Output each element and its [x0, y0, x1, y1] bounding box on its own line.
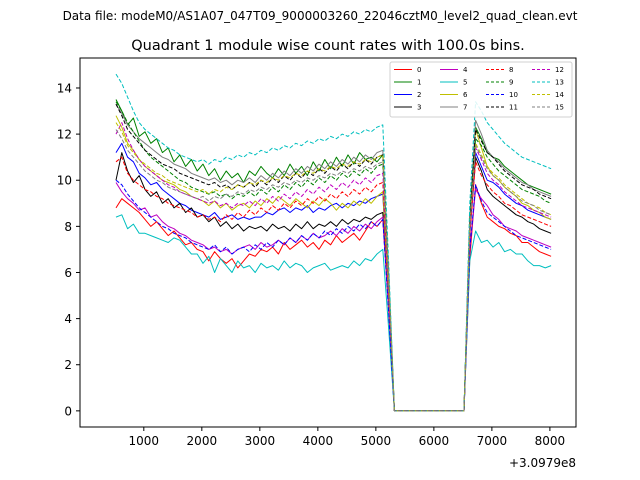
legend-label-2: 2 — [417, 91, 421, 99]
legend-label-3: 3 — [417, 104, 421, 112]
legend-label-5: 5 — [463, 79, 467, 87]
legend-label-6: 6 — [463, 91, 468, 99]
axes-frame — [79, 57, 577, 428]
legend-label-11: 11 — [509, 104, 518, 112]
x-tick-label: 2000 — [187, 434, 218, 448]
suptitle: Data file: modeM0/AS1A07_047T09_90000032… — [63, 9, 578, 23]
series-line-15 — [115, 129, 552, 412]
series-line-1 — [115, 99, 552, 412]
y-tick-label: 8 — [64, 220, 72, 234]
y-tick-label: 2 — [64, 358, 72, 372]
series-line-7 — [115, 103, 552, 412]
x-tick-label: 4000 — [303, 434, 334, 448]
legend-label-4: 4 — [463, 66, 468, 74]
legend-label-15: 15 — [555, 104, 564, 112]
x-tick-label: 5000 — [361, 434, 392, 448]
y-tick-label: 14 — [57, 81, 72, 95]
legend-label-14: 14 — [555, 91, 564, 99]
chart-title: Quadrant 1 module wise count rates with … — [131, 38, 525, 54]
legend-label-9: 9 — [509, 79, 513, 87]
x-tick-label: 1000 — [129, 434, 160, 448]
series-line-8 — [115, 156, 552, 412]
series-line-5 — [115, 214, 552, 412]
legend-label-8: 8 — [509, 66, 513, 74]
x-offset-label: +3.0979e8 — [509, 456, 576, 470]
x-axis: 1000 2000 3000 4000 5000 6000 7000 8000 — [129, 427, 566, 448]
series-line-2 — [115, 142, 552, 412]
y-tick-label: 10 — [57, 174, 72, 188]
y-axis: 0 2 4 6 8 10 12 14 — [57, 81, 80, 418]
legend-label-1: 1 — [417, 79, 421, 87]
x-tick-label: 6000 — [419, 434, 450, 448]
series-lines — [115, 73, 552, 412]
series-line-11 — [115, 103, 552, 412]
series-line-6 — [115, 115, 552, 412]
series-line-12 — [115, 122, 552, 412]
y-tick-label: 6 — [64, 266, 72, 280]
series-line-9 — [115, 101, 552, 412]
plot-area — [79, 57, 577, 428]
x-tick-label: 3000 — [245, 434, 276, 448]
x-tick-label: 8000 — [535, 434, 566, 448]
y-tick-label: 0 — [64, 404, 72, 418]
legend-label-7: 7 — [463, 104, 467, 112]
series-line-13 — [115, 73, 552, 412]
y-tick-label: 4 — [64, 312, 72, 326]
series-line-3 — [115, 152, 552, 412]
legend-label-13: 13 — [555, 79, 564, 87]
legend-label-10: 10 — [509, 91, 518, 99]
series-line-10 — [115, 179, 552, 412]
legend-label-12: 12 — [555, 66, 564, 74]
legend-box — [389, 61, 573, 118]
series-line-14 — [115, 122, 552, 412]
y-tick-label: 12 — [57, 128, 72, 142]
x-tick-label: 7000 — [477, 434, 508, 448]
legend-label-0: 0 — [417, 66, 421, 74]
